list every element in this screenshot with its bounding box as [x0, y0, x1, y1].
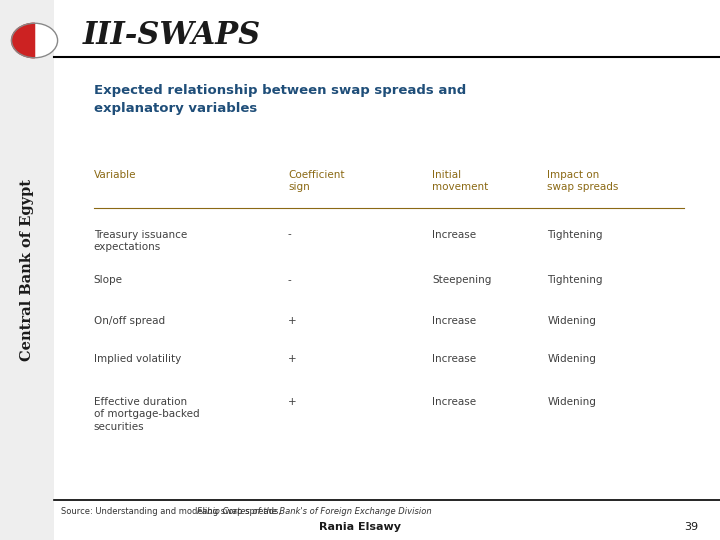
Text: -: -	[288, 230, 292, 240]
Text: III-SWAPS: III-SWAPS	[83, 19, 261, 51]
Text: Implied volatility: Implied volatility	[94, 354, 181, 364]
Text: Expected relationship between swap spreads and
explanatory variables: Expected relationship between swap sprea…	[94, 84, 466, 114]
Text: 39: 39	[684, 522, 698, 531]
Text: Variable: Variable	[94, 170, 136, 180]
Text: Widening: Widening	[547, 354, 596, 364]
Text: Fabio Cortes of the Bank's of Foreign Exchange Division: Fabio Cortes of the Bank's of Foreign Ex…	[197, 508, 432, 516]
Text: +: +	[288, 397, 297, 407]
Text: Widening: Widening	[547, 397, 596, 407]
Text: Tightening: Tightening	[547, 275, 603, 286]
Text: Treasury issuance
expectations: Treasury issuance expectations	[94, 230, 187, 252]
Text: Slope: Slope	[94, 275, 122, 286]
Text: Source: Understanding and modeling swap spreads,: Source: Understanding and modeling swap …	[61, 508, 284, 516]
Text: Steepening: Steepening	[432, 275, 491, 286]
Text: Coefficient
sign: Coefficient sign	[288, 170, 344, 192]
Wedge shape	[12, 23, 35, 58]
Text: Widening: Widening	[547, 316, 596, 326]
Text: Effective duration
of mortgage-backed
securities: Effective duration of mortgage-backed se…	[94, 397, 199, 431]
Text: Impact on
swap spreads: Impact on swap spreads	[547, 170, 618, 192]
Text: -: -	[288, 275, 292, 286]
Text: Rania Elsawy: Rania Elsawy	[319, 522, 401, 531]
Text: Increase: Increase	[432, 230, 476, 240]
Text: +: +	[288, 354, 297, 364]
Circle shape	[12, 23, 58, 58]
Text: Central Bank of Egypt: Central Bank of Egypt	[20, 179, 35, 361]
Text: On/off spread: On/off spread	[94, 316, 165, 326]
Text: Increase: Increase	[432, 397, 476, 407]
Text: +: +	[288, 316, 297, 326]
Text: Increase: Increase	[432, 354, 476, 364]
Text: Tightening: Tightening	[547, 230, 603, 240]
FancyBboxPatch shape	[0, 0, 54, 540]
Text: Initial
movement: Initial movement	[432, 170, 488, 192]
Text: Increase: Increase	[432, 316, 476, 326]
